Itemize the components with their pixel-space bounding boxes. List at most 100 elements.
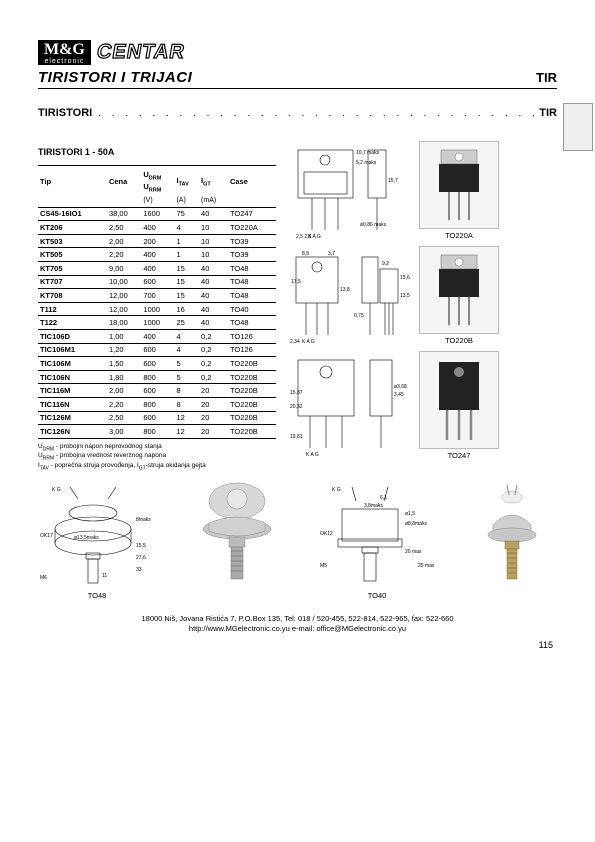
- svg-text:15,5: 15,5: [136, 543, 146, 549]
- svg-text:13,5: 13,5: [400, 293, 410, 299]
- table-cell: 4: [174, 343, 199, 357]
- svg-text:8,9: 8,9: [302, 251, 309, 257]
- to40-photo-icon: [467, 481, 557, 589]
- th-tip: Tip: [38, 166, 107, 195]
- pkg-label-to48: TO48: [88, 591, 107, 600]
- table-cell: 5: [174, 370, 199, 384]
- svg-text:3,7: 3,7: [328, 251, 335, 257]
- table-row: TIC116N2,20800820TO220B: [38, 397, 276, 411]
- table-cell: 800: [141, 397, 174, 411]
- th-igt: IGT: [199, 166, 228, 195]
- table-cell: TO48: [228, 316, 276, 330]
- note-1: UDRM - probojni napon neprovodnog stanja: [38, 443, 276, 453]
- pkg-photo-col-2: TO220B: [419, 246, 499, 345]
- pkg-photo-to220b: [419, 246, 499, 334]
- table-cell: 16: [174, 302, 199, 316]
- svg-text:33: 33: [136, 567, 142, 573]
- table-cell: 18,00: [107, 316, 141, 330]
- content: TIRISTORI 1 - 50A Tip Cena UDRM URRM ITA…: [38, 141, 557, 471]
- svg-text:K A G: K A G: [306, 452, 319, 458]
- table-cell: TO40: [228, 302, 276, 316]
- table-cell: 3,00: [107, 425, 141, 439]
- gray-tab: [563, 103, 593, 151]
- table-cell: 10,00: [107, 275, 141, 289]
- svg-text:K A G: K A G: [302, 339, 315, 345]
- svg-text:15,6: 15,6: [400, 275, 410, 281]
- table-row: KT5052,20400110TO39: [38, 248, 276, 262]
- table-cell: 200: [141, 234, 174, 248]
- svg-text:20,32: 20,32: [290, 404, 303, 410]
- header-row-1: Tip Cena UDRM URRM ITAV IGT Case: [38, 166, 276, 195]
- table-cell: 12: [174, 411, 199, 425]
- svg-text:ø13,5maks: ø13,5maks: [74, 535, 99, 541]
- svg-text:ø1,5: ø1,5: [405, 511, 415, 517]
- pkg-diagram-to220a: K A G 10,7 maks 5,2 maks 15,7 ø0,86 maks…: [288, 142, 413, 240]
- table-cell: 15: [174, 275, 199, 289]
- table-cell: 15: [174, 261, 199, 275]
- to247-drawing-icon: K A G 15,87 20,32 19,81 ø3,68 3,45: [288, 352, 413, 460]
- to220b-drawing-icon: 17,5 8,9 3,7 13,8 K A G 2,34 9,2 15,6 13…: [288, 247, 413, 345]
- table-row: KT2062,50400410TO220A: [38, 221, 276, 235]
- table-cell: 5: [174, 357, 199, 371]
- package-row-to247: K A G 15,87 20,32 19,81 ø3,68 3,45: [288, 351, 557, 460]
- table-cell: 10: [199, 234, 228, 248]
- package-row-to220b: 17,5 8,9 3,7 13,8 K A G 2,34 9,2 15,6 13…: [288, 246, 557, 345]
- table-cell: 2,00: [107, 234, 141, 248]
- svg-text:9,2: 9,2: [382, 261, 389, 267]
- svg-text:3,8maks: 3,8maks: [364, 503, 383, 509]
- table-cell: 1600: [141, 207, 174, 221]
- main-title: TIRISTORI I TRIJACI: [38, 69, 192, 86]
- table-cell: TIC106N: [38, 370, 107, 384]
- table-cell: KT705: [38, 261, 107, 275]
- note-2: URRM - probojna vrednost reverznog napon…: [38, 452, 276, 462]
- table-cell: TO220B: [228, 425, 276, 439]
- notes: UDRM - probojni napon neprovodnog stanja…: [38, 443, 276, 472]
- table-cell: TIC106M: [38, 357, 107, 371]
- footer-line-1: 18000 Niš, Jovana Ristića 7, P.O.Box 135…: [38, 614, 557, 624]
- package-row-to220a: K A G 10,7 maks 5,2 maks 15,7 ø0,86 maks…: [288, 141, 557, 240]
- table-cell: 38,00: [107, 207, 141, 221]
- pkg-photo-col: TO220A: [419, 141, 499, 240]
- pkg-to48-diagram: K G OK17 M6 8maks 11 15,5 27,6 33 ø13,5m…: [38, 481, 156, 600]
- logo-row: M&G electronic CENTAR: [38, 40, 557, 65]
- table-row: TIC106M11,2060040,2TO126: [38, 343, 276, 357]
- table-cell: KT206: [38, 221, 107, 235]
- svg-text:2,34: 2,34: [290, 339, 300, 345]
- table-cell: 2,00: [107, 384, 141, 398]
- right-column: K A G 10,7 maks 5,2 maks 15,7 ø0,86 maks…: [288, 141, 557, 471]
- table-cell: 20: [199, 384, 228, 398]
- table-row: TIC106D1,0040040,2TO126: [38, 329, 276, 343]
- dots: . . . . . . . . . . . . . . . . . . . . …: [92, 108, 539, 119]
- table-cell: TO48: [228, 289, 276, 303]
- table-cell: TO220B: [228, 384, 276, 398]
- table-cell: 40: [199, 261, 228, 275]
- table-cell: 600: [141, 343, 174, 357]
- svg-text:8maks: 8maks: [136, 517, 151, 523]
- pkg-to48-photo: [187, 481, 287, 600]
- data-table: Tip Cena UDRM URRM ITAV IGT Case (V) (A)…: [38, 165, 276, 439]
- svg-text:0,75: 0,75: [354, 313, 364, 319]
- th-cena: Cena: [107, 166, 141, 195]
- svg-text:ø8,8maks: ø8,8maks: [405, 521, 427, 527]
- svg-text:19,81: 19,81: [290, 434, 303, 440]
- table-cell: 40: [199, 289, 228, 303]
- svg-text:ø3,68: ø3,68: [394, 384, 407, 390]
- table-cell: 0,2: [199, 343, 228, 357]
- pkg-diagram-to220b: 17,5 8,9 3,7 13,8 K A G 2,34 9,2 15,6 13…: [288, 247, 413, 345]
- svg-text:17,5: 17,5: [291, 279, 301, 285]
- table-cell: 400: [141, 261, 174, 275]
- to220b-photo-icon: [429, 251, 489, 329]
- table-cell: TO48: [228, 261, 276, 275]
- table-cell: 400: [141, 221, 174, 235]
- left-column: TIRISTORI 1 - 50A Tip Cena UDRM URRM ITA…: [38, 141, 276, 471]
- table-cell: 1,20: [107, 343, 141, 357]
- table-cell: 8: [174, 397, 199, 411]
- svg-text:13,8: 13,8: [340, 287, 350, 293]
- pkg-label-to220a: TO220A: [419, 231, 499, 240]
- table-cell: 1,00: [107, 329, 141, 343]
- table-cell: 600: [141, 411, 174, 425]
- table-cell: TIC116M: [38, 384, 107, 398]
- logo-bottom: electronic: [44, 58, 84, 65]
- table-cell: 15: [174, 289, 199, 303]
- table-cell: TIC106M1: [38, 343, 107, 357]
